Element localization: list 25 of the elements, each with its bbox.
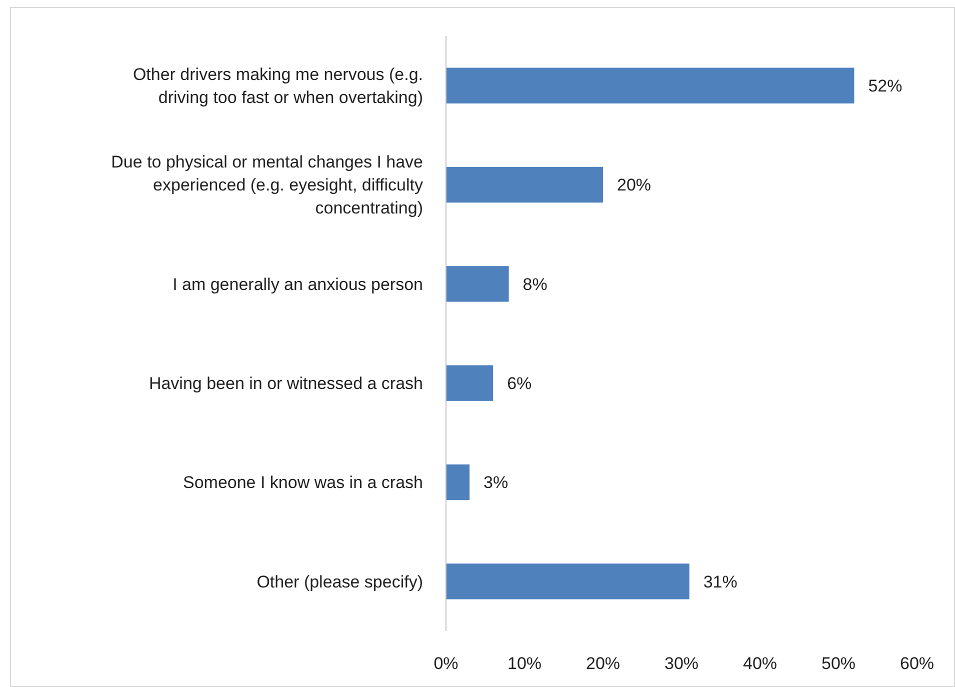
- x-tick-label: 40%: [742, 654, 778, 673]
- x-tick-label: 30%: [664, 654, 699, 673]
- data-label: 6%: [507, 374, 532, 394]
- data-label: 20%: [617, 176, 652, 195]
- bar: [446, 166, 603, 203]
- y-tick-label: Having been in or witnessed a crash: [148, 374, 423, 394]
- bar: [446, 365, 494, 401]
- y-tick-label: Someone I know was in a crash: [182, 473, 423, 492]
- x-tick-label: 50%: [821, 654, 856, 673]
- data-label: 8%: [522, 274, 548, 294]
- bar: [446, 68, 854, 104]
- y-tick-label: I am generally an anxious person: [172, 274, 423, 294]
- bar: [446, 464, 470, 500]
- x-tick-label: 10%: [507, 654, 542, 673]
- x-tick-label: 60%: [900, 654, 934, 673]
- x-tick-label: 0%: [434, 654, 458, 673]
- data-label: 52%: [868, 76, 902, 96]
- bar: [446, 564, 690, 600]
- y-tick-label: Other drivers making me nervous (e.g. driving too fast or when overtaking): [132, 65, 423, 108]
- bar: [446, 266, 509, 302]
- data-label: 3%: [484, 473, 508, 492]
- data-label: 31%: [703, 572, 738, 592]
- x-tick-label: 20%: [586, 654, 620, 673]
- y-tick-label: Due to physical or mental changes I have experienced (e.g. eyesight, difficulty concentrating): [111, 152, 424, 218]
- y-tick-label: Other (please specify): [256, 572, 423, 592]
